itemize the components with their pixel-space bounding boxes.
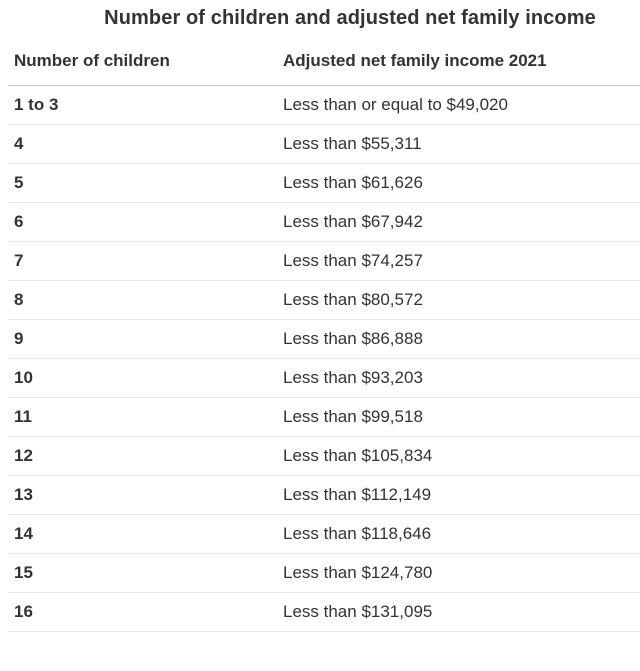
table-cell: Less than $118,646: [277, 514, 640, 554]
table-row: 16 Less than $131,095: [8, 592, 640, 632]
table-cell: 15: [8, 553, 277, 593]
table-cell: 8: [8, 280, 277, 320]
column-header-number-of-children: Number of children: [8, 38, 277, 86]
table-row: 4 Less than $55,311: [8, 124, 640, 164]
table-cell: 11: [8, 397, 277, 437]
table-row: 5 Less than $61,626: [8, 163, 640, 203]
table-row: 10 Less than $93,203: [8, 358, 640, 398]
table-row: 12 Less than $105,834: [8, 436, 640, 476]
table-cell: Less than $105,834: [277, 436, 640, 476]
table-cell: Less than $80,572: [277, 280, 640, 320]
table-cell: Less than $61,626: [277, 163, 640, 203]
table-cell: Less than $131,095: [277, 592, 640, 632]
table-cell: 12: [8, 436, 277, 476]
table-row: 6 Less than $67,942: [8, 202, 640, 242]
column-header-adjusted-income: Adjusted net family income 2021: [277, 38, 640, 86]
table-cell: Less than $93,203: [277, 358, 640, 398]
table-row: 9 Less than $86,888: [8, 319, 640, 359]
table-cell: 6: [8, 202, 277, 242]
header-row: Number of children Adjusted net family i…: [8, 38, 640, 86]
table-row: 13 Less than $112,149: [8, 475, 640, 515]
table-cell: 9: [8, 319, 277, 359]
income-table: Number of children Adjusted net family i…: [8, 38, 640, 632]
table-cell: 10: [8, 358, 277, 398]
table-cell: Less than $86,888: [277, 319, 640, 359]
table-row: 15 Less than $124,780: [8, 553, 640, 593]
table-row: 1 to 3 Less than or equal to $49,020: [8, 85, 640, 125]
table-body: 1 to 3 Less than or equal to $49,020 4 Less…: [8, 85, 640, 632]
table-cell: Less than $99,518: [277, 397, 640, 437]
table-row: 11 Less than $99,518: [8, 397, 640, 437]
table-cell: 4: [8, 124, 277, 164]
table-cell: Less than $112,149: [277, 475, 640, 515]
table-cell: 5: [8, 163, 277, 203]
table-cell: 14: [8, 514, 277, 554]
table-cell: Less than $74,257: [277, 241, 640, 281]
table-cell: Less than $124,780: [277, 553, 640, 593]
table-cell: Less than or equal to $49,020: [277, 85, 640, 125]
table-cell: 16: [8, 592, 277, 632]
table-row: 7 Less than $74,257: [8, 241, 640, 281]
table-cell: 13: [8, 475, 277, 515]
table-cell: Less than $67,942: [277, 202, 640, 242]
table-row: 14 Less than $118,646: [8, 514, 640, 554]
page: Number of children and adjusted net fami…: [8, 7, 640, 632]
table-cell: 7: [8, 241, 277, 281]
table-cell: Less than $55,311: [277, 124, 640, 164]
page-title: Number of children and adjusted net fami…: [104, 7, 596, 29]
table-cell: 1 to 3: [8, 85, 277, 125]
table-row: 8 Less than $80,572: [8, 280, 640, 320]
